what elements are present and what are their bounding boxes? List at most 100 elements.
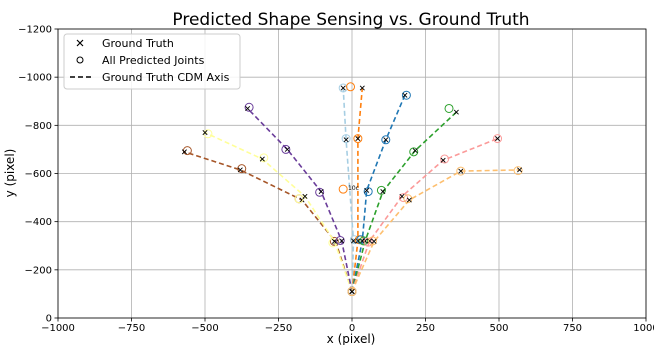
ground-truth-point bbox=[406, 197, 412, 203]
predicted-joint-point bbox=[338, 184, 348, 194]
ground-truth-point bbox=[453, 109, 459, 115]
predicted-joint-point bbox=[440, 154, 450, 164]
x-tick-label: −1000 bbox=[41, 323, 75, 334]
series-6 bbox=[347, 103, 459, 297]
cdm-axis-line bbox=[247, 107, 353, 292]
ground-truth-point bbox=[302, 193, 308, 199]
ground-truth-point bbox=[318, 189, 324, 195]
x-tick-label: 500 bbox=[489, 323, 508, 334]
predicted-joint-point bbox=[493, 134, 503, 144]
predicted-joint-point bbox=[353, 134, 363, 144]
y-tick-label: −600 bbox=[25, 169, 52, 180]
cdm-axis-line bbox=[351, 137, 498, 292]
predicted-joint-point bbox=[281, 144, 291, 154]
predicted-joint-point bbox=[244, 102, 254, 112]
y-tick-label: −800 bbox=[25, 121, 52, 132]
predicted-joint-point bbox=[335, 235, 345, 245]
predicted-joint-point bbox=[376, 185, 386, 195]
legend-box bbox=[63, 33, 241, 90]
legend-label-ground-truth: Ground Truth bbox=[102, 37, 174, 50]
ground-truth-point bbox=[237, 167, 243, 173]
ground-truth-point bbox=[245, 105, 251, 111]
predicted-joint-point bbox=[403, 194, 413, 204]
predicted-joint-point bbox=[368, 236, 378, 246]
ground-truth-point bbox=[343, 137, 349, 143]
legend-label-cdm-axis: Ground Truth CDM Axis bbox=[102, 71, 230, 84]
cdm-axis-line bbox=[351, 87, 364, 292]
predicted-joint-point bbox=[341, 134, 351, 144]
legend-label-predicted: All Predicted Joints bbox=[102, 54, 205, 67]
series-0 bbox=[181, 146, 357, 297]
ground-truth-point bbox=[339, 238, 345, 244]
y-tick-label: −1000 bbox=[18, 73, 52, 84]
annotation-label: 10c bbox=[348, 185, 359, 192]
ticks: −1000 −750 −500 −250 0 250 500 750 1000 0 −200 −400… bbox=[18, 25, 654, 335]
predicted-joint-point bbox=[363, 237, 373, 247]
y-tick-label: −1200 bbox=[18, 25, 52, 36]
predicted-joint-point bbox=[409, 147, 419, 157]
series-layer: 10c bbox=[181, 82, 523, 297]
legend-entry-ground-truth: Ground Truth bbox=[76, 37, 174, 50]
ground-truth-point bbox=[399, 193, 405, 199]
y-tick-label: 0 bbox=[46, 314, 52, 325]
ground-truth-point bbox=[517, 167, 523, 173]
ground-truth-point bbox=[202, 130, 208, 136]
ground-truth-point bbox=[458, 168, 464, 174]
predicted-joint-point bbox=[347, 287, 357, 297]
ground-truth-point bbox=[412, 148, 418, 154]
predicted-joint-point bbox=[359, 236, 369, 246]
ground-truth-point bbox=[380, 189, 386, 195]
cdm-axis-line bbox=[342, 87, 355, 292]
series-7 bbox=[347, 134, 503, 297]
legend-circle-marker-icon bbox=[76, 56, 84, 64]
predicted-joint-point bbox=[329, 236, 339, 246]
ground-truth-point bbox=[440, 157, 446, 163]
ground-truth-point bbox=[495, 136, 501, 142]
ground-truth-point bbox=[364, 187, 370, 193]
chart-title: Predicted Shape Sensing vs. Ground Truth bbox=[172, 10, 529, 30]
legend-x-marker-icon bbox=[76, 39, 84, 47]
predicted-joint-point bbox=[338, 83, 348, 93]
predicted-joint-point bbox=[363, 187, 373, 197]
ground-truth-point bbox=[371, 238, 377, 244]
ground-truth-point bbox=[259, 156, 265, 162]
y-tick-label: −400 bbox=[25, 217, 52, 228]
x-tick-label: 1000 bbox=[633, 323, 654, 334]
x-tick-label: −750 bbox=[118, 323, 145, 334]
predicted-joint-point bbox=[456, 166, 466, 176]
x-tick-label: 0 bbox=[349, 323, 355, 334]
predicted-joint-point bbox=[259, 153, 269, 163]
y-tick-label: −200 bbox=[25, 265, 52, 276]
ground-truth-point bbox=[367, 238, 373, 244]
ground-truth-point bbox=[355, 136, 361, 142]
ground-truth-point bbox=[359, 85, 365, 91]
x-tick-label: 750 bbox=[563, 323, 582, 334]
ground-truth-point bbox=[349, 288, 355, 295]
predicted-joint-point bbox=[401, 90, 411, 100]
cdm-axis-line bbox=[351, 169, 520, 292]
x-axis-label: x (pixel) bbox=[327, 332, 376, 345]
y-axis-label: y (pixel) bbox=[3, 149, 17, 198]
series-1 bbox=[202, 129, 357, 297]
predicted-joint-point bbox=[381, 135, 391, 145]
predicted-joint-point bbox=[444, 103, 454, 113]
legend: Ground Truth All Predicted Joints Ground… bbox=[63, 33, 241, 90]
series-8 bbox=[347, 166, 523, 297]
predicted-joint-point bbox=[237, 164, 247, 174]
x-tick-label: 250 bbox=[416, 323, 435, 334]
legend-entry-predicted: All Predicted Joints bbox=[76, 54, 205, 67]
ground-truth-point bbox=[383, 137, 389, 143]
ground-truth-point bbox=[181, 149, 187, 155]
predicted-joint-point bbox=[182, 146, 192, 156]
predicted-joint-point bbox=[346, 82, 356, 92]
predicted-joint-point bbox=[294, 194, 304, 204]
ground-truth-point bbox=[284, 146, 290, 152]
ground-truth-point bbox=[340, 85, 346, 91]
cdm-axis-line bbox=[351, 94, 406, 292]
legend-entry-cdm-axis: Ground Truth CDM Axis bbox=[70, 71, 230, 84]
x-tick-label: −250 bbox=[265, 323, 292, 334]
ground-truth-point bbox=[402, 92, 408, 98]
x-tick-label: −500 bbox=[191, 323, 218, 334]
predicted-joint-point bbox=[513, 166, 523, 176]
